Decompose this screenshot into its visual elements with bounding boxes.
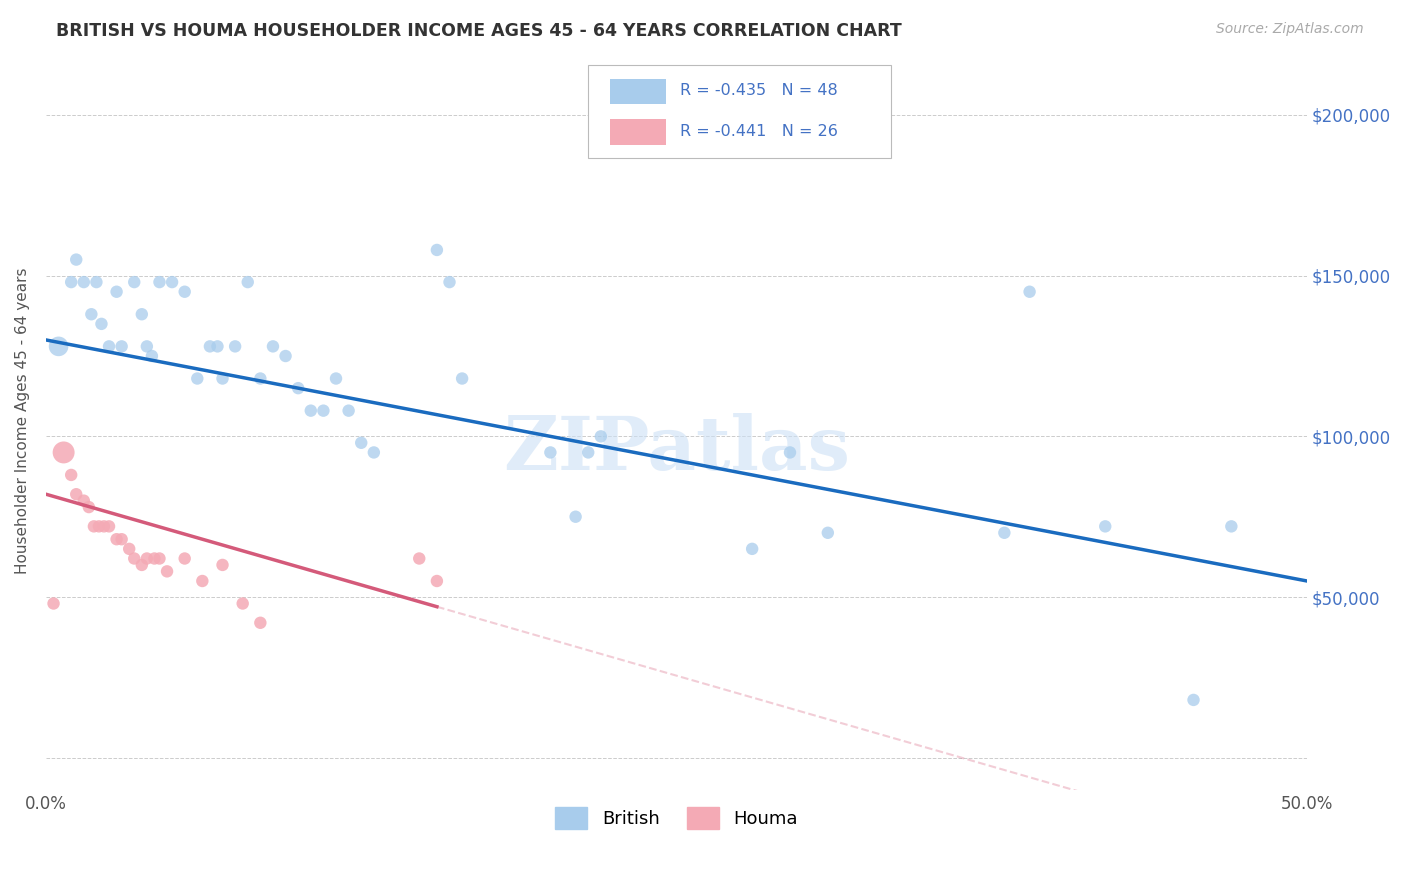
Bar — [610, 120, 666, 145]
Point — [439, 275, 461, 289]
Point — [98, 339, 121, 353]
Text: R = -0.441   N = 26: R = -0.441 N = 26 — [681, 124, 838, 139]
Point — [274, 349, 297, 363]
Point — [325, 371, 347, 385]
Point — [589, 429, 612, 443]
Point — [77, 500, 100, 514]
Point — [232, 597, 254, 611]
Point — [131, 307, 153, 321]
Point — [224, 339, 246, 353]
Point — [211, 371, 233, 385]
Point — [191, 574, 214, 588]
Text: ZIPatlas: ZIPatlas — [503, 413, 851, 486]
Text: R = -0.435   N = 48: R = -0.435 N = 48 — [681, 83, 838, 98]
Point — [93, 519, 115, 533]
Point — [198, 339, 221, 353]
Point — [65, 487, 87, 501]
Point — [287, 381, 309, 395]
Point — [105, 533, 128, 547]
Text: BRITISH VS HOUMA HOUSEHOLDER INCOME AGES 45 - 64 YEARS CORRELATION CHART: BRITISH VS HOUMA HOUSEHOLDER INCOME AGES… — [56, 22, 903, 40]
Point — [1182, 693, 1205, 707]
Point — [141, 349, 163, 363]
Point — [779, 445, 801, 459]
Point — [135, 339, 157, 353]
Point — [122, 275, 145, 289]
Point — [122, 551, 145, 566]
Point — [186, 371, 208, 385]
Point — [993, 525, 1015, 540]
Point — [299, 403, 322, 417]
Point — [143, 551, 166, 566]
Point — [576, 445, 599, 459]
Point — [80, 307, 103, 321]
Point — [211, 558, 233, 572]
Point — [741, 541, 763, 556]
Point — [1220, 519, 1243, 533]
Point — [90, 317, 112, 331]
Point — [65, 252, 87, 267]
Point — [86, 275, 108, 289]
Point — [564, 509, 586, 524]
Point — [337, 403, 360, 417]
Point — [426, 243, 449, 257]
Point — [408, 551, 430, 566]
Point — [160, 275, 183, 289]
Point — [148, 551, 170, 566]
Point — [312, 403, 335, 417]
Point — [111, 339, 134, 353]
Point — [249, 371, 271, 385]
Point — [131, 558, 153, 572]
Point — [73, 275, 96, 289]
Point — [42, 597, 65, 611]
Point — [156, 565, 179, 579]
Point — [236, 275, 259, 289]
Point — [148, 275, 170, 289]
Bar — [610, 78, 666, 104]
Point — [111, 533, 134, 547]
Point — [60, 275, 83, 289]
Point — [52, 445, 75, 459]
Point — [73, 493, 96, 508]
Legend: British, Houma: British, Houma — [548, 800, 806, 837]
Point — [262, 339, 284, 353]
Point — [135, 551, 157, 566]
Point — [173, 285, 195, 299]
Point — [60, 467, 83, 482]
Text: Source: ZipAtlas.com: Source: ZipAtlas.com — [1216, 22, 1364, 37]
Point — [249, 615, 271, 630]
FancyBboxPatch shape — [588, 65, 891, 158]
Point — [1094, 519, 1116, 533]
Point — [83, 519, 105, 533]
Point — [87, 519, 110, 533]
Point — [451, 371, 474, 385]
Point — [363, 445, 385, 459]
Point — [817, 525, 839, 540]
Point — [48, 339, 70, 353]
Point — [207, 339, 229, 353]
Point — [98, 519, 121, 533]
Point — [105, 285, 128, 299]
Point — [426, 574, 449, 588]
Point — [118, 541, 141, 556]
Point — [538, 445, 561, 459]
Point — [350, 435, 373, 450]
Point — [1018, 285, 1040, 299]
Y-axis label: Householder Income Ages 45 - 64 years: Householder Income Ages 45 - 64 years — [15, 267, 30, 574]
Point — [173, 551, 195, 566]
